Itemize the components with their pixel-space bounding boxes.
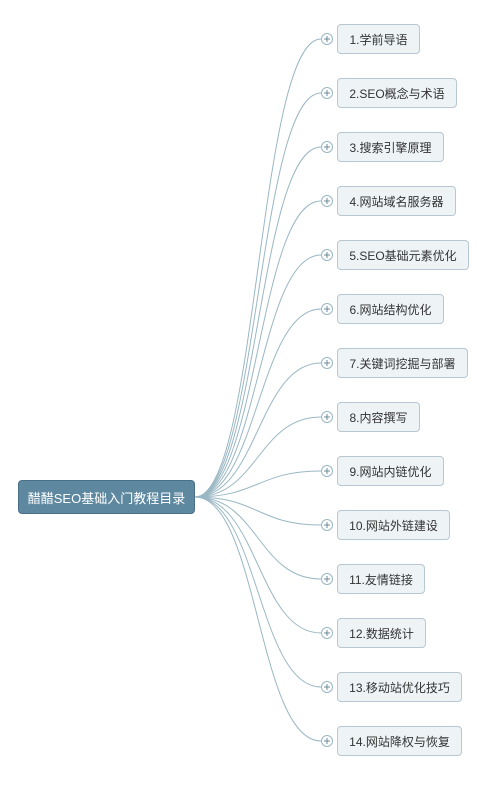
expand-icon[interactable] (321, 681, 333, 693)
child-node[interactable]: 9.网站内链优化 (337, 456, 444, 486)
child-node[interactable]: 4.网站域名服务器 (337, 186, 456, 216)
child-node[interactable]: 13.移动站优化技巧 (337, 672, 462, 702)
expand-icon[interactable] (321, 573, 333, 585)
child-node[interactable]: 6.网站结构优化 (337, 294, 444, 324)
expand-icon[interactable] (321, 357, 333, 369)
child-node[interactable]: 8.内容撰写 (337, 402, 420, 432)
expand-icon[interactable] (321, 33, 333, 45)
expand-icon[interactable] (321, 141, 333, 153)
child-node[interactable]: 11.友情链接 (337, 564, 425, 594)
child-node[interactable]: 12.数据统计 (337, 618, 426, 648)
expand-icon[interactable] (321, 87, 333, 99)
expand-icon[interactable] (321, 411, 333, 423)
root-node[interactable]: 醋醋SEO基础入门教程目录 (18, 480, 195, 514)
child-node[interactable]: 7.关键词挖掘与部署 (337, 348, 468, 378)
expand-icon[interactable] (321, 303, 333, 315)
expand-icon[interactable] (321, 249, 333, 261)
expand-icon[interactable] (321, 465, 333, 477)
child-node[interactable]: 3.搜索引擎原理 (337, 132, 444, 162)
child-node[interactable]: 10.网站外链建设 (337, 510, 450, 540)
child-node[interactable]: 1.学前导语 (337, 24, 420, 54)
expand-icon[interactable] (321, 627, 333, 639)
child-node[interactable]: 2.SEO概念与术语 (337, 78, 457, 108)
child-node[interactable]: 14.网站降权与恢复 (337, 726, 462, 756)
expand-icon[interactable] (321, 519, 333, 531)
expand-icon[interactable] (321, 735, 333, 747)
mindmap-canvas: 醋醋SEO基础入门教程目录 1.学前导语 2.SEO概念与术语 3.搜索引擎原理 4.网… (0, 0, 500, 793)
expand-icon[interactable] (321, 195, 333, 207)
child-node[interactable]: 5.SEO基础元素优化 (337, 240, 469, 270)
